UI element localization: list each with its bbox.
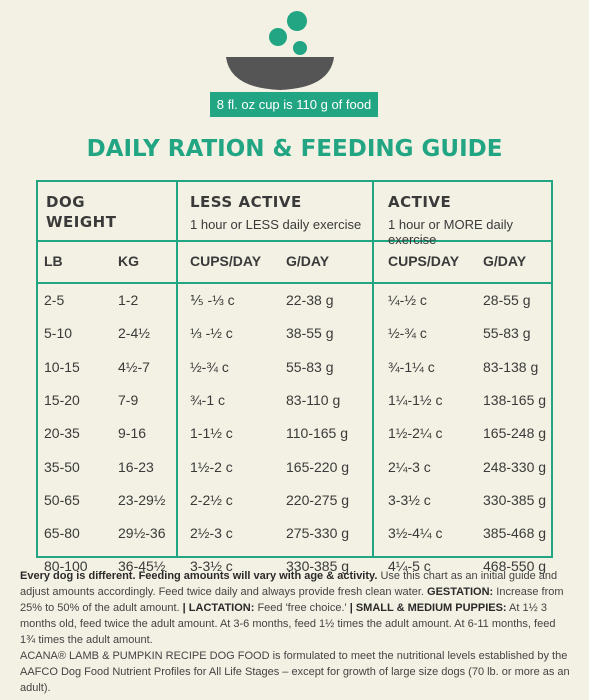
table-cell: 4½-7 <box>118 358 150 375</box>
table-cell: ¼-½ c <box>388 292 427 308</box>
table-cell: 35-50 <box>44 458 80 475</box>
table-cell: 3½-4¼ c <box>388 525 443 542</box>
table-cell: 65-80 <box>44 525 80 542</box>
table-cell: 1½-2 c <box>190 458 233 475</box>
table-cell: 3-3½ c <box>388 491 431 508</box>
table-cell: 15-20 <box>44 391 80 408</box>
column-header: CUPS/DAY <box>190 253 262 269</box>
note: Every dog is different. Feeding amounts … <box>20 568 570 648</box>
table-cell: ⅕ -⅓ c <box>190 292 235 308</box>
column-header: LB <box>44 253 63 269</box>
table-cell: 1-2 <box>118 292 139 308</box>
table-cell: 1½-2¼ c <box>388 425 443 442</box>
table-cell: 2-4½ <box>118 325 150 342</box>
table-cell: ¾-1¼ c <box>388 358 435 375</box>
table-cell: 468-550 g <box>483 558 547 575</box>
table-cell: ½-¾ c <box>388 325 427 342</box>
table-cell: 7-9 <box>118 391 139 408</box>
table-cell: 165-220 g <box>286 458 350 475</box>
table-cell: 2½-3 c <box>190 525 233 542</box>
table-cell: 220-275 g <box>286 491 350 508</box>
table-cell: 28-55 g <box>483 292 531 308</box>
table-cell: 275-330 g <box>286 525 350 542</box>
note-text: At 1½ 3 months old, feed twice the adult… <box>20 602 556 646</box>
table-cell: 1¼-1½ c <box>388 391 443 408</box>
table-cell: 1-1½ c <box>190 425 233 442</box>
table-cell: 23-29½ <box>118 491 166 508</box>
group-subtitle: 1 hour or LESS daily exercise <box>190 217 362 232</box>
title: DAILY RATION & FEEDING GUIDE <box>86 136 503 162</box>
table-cell: 38-55 g <box>286 325 334 342</box>
table-cell: 10-15 <box>44 358 80 375</box>
column-header: CUPS/DAY <box>388 253 460 269</box>
table-cell: 2-5 <box>44 292 65 308</box>
group-title: LESS ACTIVE <box>190 193 302 211</box>
note: ACANA® LAMB & PUMPKIN RECIPE DOG FOOD is… <box>20 648 570 696</box>
note-text: | SMALL & MEDIUM PUPPIES: <box>349 602 507 614</box>
table-cell: 22-38 g <box>286 292 334 308</box>
group-subtitle: 1 hour or MORE daily exercise <box>388 217 513 247</box>
feeding-table: DOG WEIGHT LESS ACTIVE 1 hour or LESS dail… <box>36 180 553 574</box>
note-text: ACANA® LAMB & PUMPKIN RECIPE DOG FOOD is… <box>20 650 570 694</box>
table-cell: 385-468 g <box>483 525 547 542</box>
table-cell: 83-110 g <box>286 391 341 408</box>
table-cell: 330-385 g <box>286 558 350 575</box>
table-cell: 55-83 g <box>286 358 334 375</box>
table-cell: 2¼-3 c <box>388 458 431 475</box>
table-cell: 55-83 g <box>483 325 531 342</box>
table-cell: 36-45½ <box>118 558 166 575</box>
table-cell: 138-165 g <box>483 391 547 408</box>
table-cell: 16-23 <box>118 458 154 475</box>
table-cell: 3-3½ c <box>190 558 233 575</box>
table-cell: 248-330 g <box>483 458 547 475</box>
table-cell: ¾-1 c <box>190 391 226 408</box>
table-cell: 4¼-5 c <box>388 558 431 575</box>
bowl-icon <box>226 11 334 90</box>
table-cell: 83-138 g <box>483 358 539 375</box>
table-cell: 9-16 <box>118 425 147 442</box>
note-text: GESTATION: <box>427 586 494 598</box>
column-header: G/DAY <box>483 253 527 269</box>
column-header: KG <box>118 253 139 269</box>
table-cell: 110-165 g <box>286 425 349 442</box>
table-cell: 29½-36 <box>118 525 166 542</box>
note-text: | LACTATION: <box>182 602 255 614</box>
table-cell: 330-385 g <box>483 491 547 508</box>
table-cell: ½-¾ c <box>190 358 229 375</box>
group-title: ACTIVE <box>388 193 452 211</box>
column-header: G/DAY <box>286 253 330 269</box>
table-cell: 20-35 <box>44 425 80 442</box>
note-text: Increase from 25% to 50% of the adult am… <box>20 586 564 614</box>
note-text: Feed 'free choice.' <box>254 602 350 614</box>
table-cell: ⅓ -½ c <box>190 325 233 342</box>
table-cell: 165-248 g <box>483 425 547 442</box>
note-text: Use this chart as an initial guide and a… <box>20 570 558 598</box>
banner: 8 fl. oz cup is 110 g of food <box>210 92 378 117</box>
group-title: DOG WEIGHT <box>46 193 117 231</box>
table-cell: 5-10 <box>44 325 73 342</box>
table-cell: 80-100 <box>44 558 88 575</box>
note-text: Every dog is different. Feeding amounts … <box>20 570 378 582</box>
table-cell: 2-2½ c <box>190 491 233 508</box>
table-cell: 50-65 <box>44 491 80 508</box>
